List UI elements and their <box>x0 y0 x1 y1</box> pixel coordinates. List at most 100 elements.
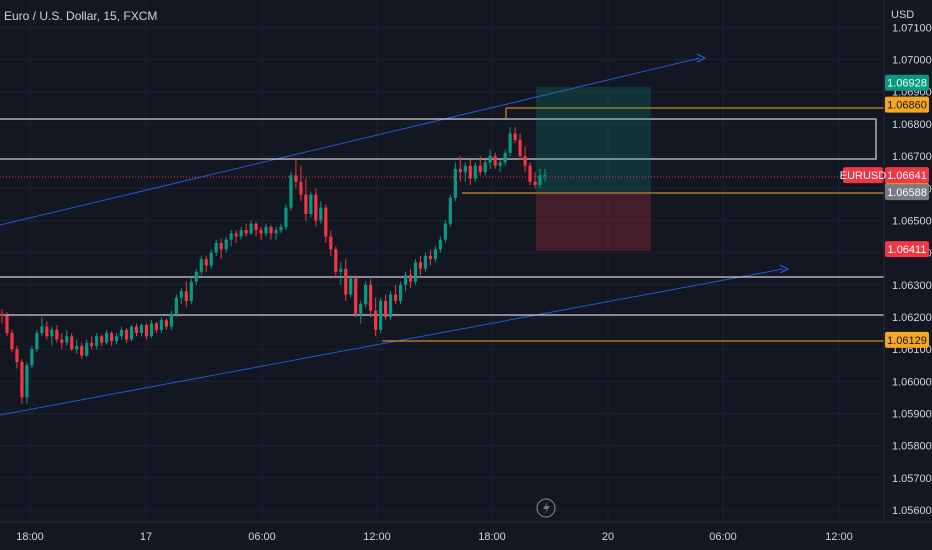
candle-body <box>85 342 89 356</box>
candle-body <box>264 226 268 234</box>
lightning-icon[interactable] <box>536 498 556 518</box>
candle-body <box>5 315 9 334</box>
x-tick-label: 12:00 <box>825 531 853 543</box>
candle-body <box>379 300 383 330</box>
y-tick-label: 1.07100 <box>892 22 932 34</box>
y-tick-label: 1.06000 <box>892 376 932 388</box>
candle-body <box>219 242 223 250</box>
candle-body <box>433 249 438 260</box>
candle-body <box>374 310 378 330</box>
candle-body <box>159 320 164 330</box>
price-label-box <box>885 184 929 201</box>
candle-body <box>119 329 124 337</box>
price-label-value: 1.06129 <box>887 335 927 347</box>
candle-body <box>304 194 308 215</box>
price-labels: 1.069281.068601.06641EURUSD1.065911.0658… <box>840 74 929 348</box>
candle-body <box>513 133 517 140</box>
candle-body <box>194 271 198 282</box>
price-label-box <box>885 331 929 348</box>
position-loss-zone[interactable] <box>536 193 651 251</box>
price-label-box <box>885 167 929 184</box>
candle-body <box>438 239 442 250</box>
candle-body <box>179 291 183 298</box>
candle-body <box>498 162 502 166</box>
candle-body <box>25 365 29 398</box>
candle-body <box>448 197 452 224</box>
symbol-tag-box <box>843 167 883 184</box>
candle-body <box>174 297 178 314</box>
candle-body <box>478 165 482 173</box>
candle-body <box>40 326 44 334</box>
candle-body <box>294 175 298 182</box>
candle-body <box>518 139 522 157</box>
candle-body <box>65 336 69 343</box>
candle-body <box>95 336 99 346</box>
candle-body <box>80 345 84 356</box>
candle-body <box>229 233 233 240</box>
candle-body <box>204 259 208 266</box>
candle-body <box>314 194 318 221</box>
candle-body <box>523 156 527 166</box>
candle-body <box>339 268 343 272</box>
candle-body <box>75 345 79 350</box>
candle-body <box>398 284 403 301</box>
price-label-value: 1.06641 <box>887 170 927 182</box>
candle-body <box>149 323 154 337</box>
chart-title: Euro / U.S. Dollar, 15, FXCM <box>4 9 158 23</box>
candle-body <box>184 291 188 301</box>
resistance-zone[interactable] <box>0 118 877 160</box>
candle-body <box>528 165 532 182</box>
x-tick-label: 17 <box>140 531 152 543</box>
y-tick-label: 1.05900 <box>892 409 932 421</box>
currency-label: USD <box>891 9 914 21</box>
y-axis[interactable]: 1.071001.070001.069001.068001.067001.066… <box>892 22 932 517</box>
trend-line-lower[interactable] <box>0 268 784 416</box>
trend-line-upper-arrow <box>696 53 707 63</box>
candle-body <box>105 333 109 343</box>
position-profit-zone[interactable] <box>536 87 651 193</box>
price-label-value: 1.06411 <box>888 244 927 256</box>
y-tick-label: 1.07000 <box>892 55 932 67</box>
candle-body <box>124 329 129 340</box>
candle-body <box>234 233 238 237</box>
candle-body <box>334 249 338 272</box>
candle-body <box>70 336 74 350</box>
candle-body <box>413 262 418 282</box>
candle-body <box>488 156 492 163</box>
candle-body <box>154 323 159 330</box>
x-tick-label: 18:00 <box>16 531 44 543</box>
candle-body <box>309 194 313 215</box>
candle-body <box>30 349 34 366</box>
candle-body <box>259 230 263 234</box>
candle-body <box>408 275 413 282</box>
candle-body <box>139 325 144 334</box>
candle-body <box>279 226 283 231</box>
candle-body <box>383 300 388 317</box>
candle-body <box>359 304 363 314</box>
price-label-value: 1.06588 <box>887 187 927 199</box>
candle-body <box>45 326 49 337</box>
candle-body <box>403 275 408 285</box>
trend-line-upper[interactable] <box>0 57 701 226</box>
price-label-box <box>885 241 929 258</box>
candle-body <box>508 133 512 153</box>
candle-body <box>364 284 368 305</box>
price-label-value: 1.06860 <box>887 100 927 112</box>
candle-body <box>538 175 542 186</box>
candle-body <box>20 362 24 398</box>
candle-body <box>428 255 433 260</box>
candle-body <box>249 223 253 234</box>
candles <box>0 127 547 404</box>
x-axis[interactable]: 18:00 17 06:00 12:00 18:00 20 06:00 12:00 <box>16 531 853 543</box>
candle-body <box>90 342 94 346</box>
candle-body <box>0 313 4 316</box>
candle-body <box>324 207 328 237</box>
candle-body <box>189 281 193 301</box>
candle-body <box>423 255 428 269</box>
candle-body <box>349 278 353 295</box>
candle-body <box>209 252 213 266</box>
y-tick-label: 1.06800 <box>892 119 932 131</box>
candle-body <box>35 333 39 350</box>
candle-body <box>114 336 119 342</box>
